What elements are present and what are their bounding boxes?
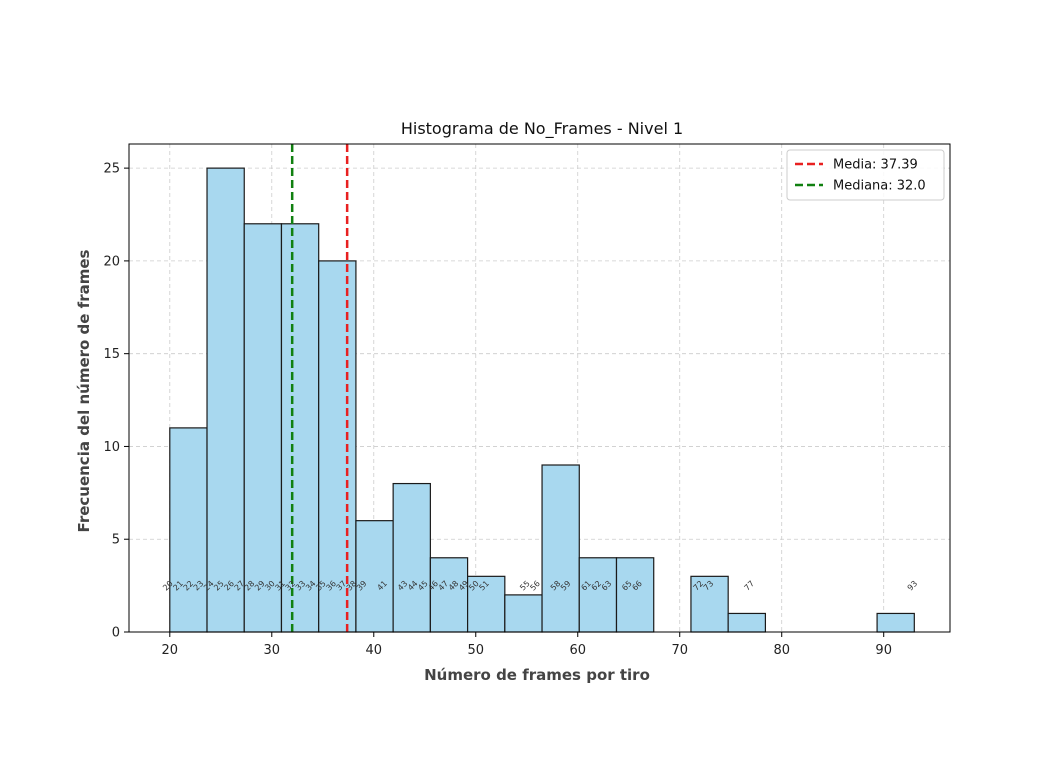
y-tick-label: 0: [112, 626, 120, 641]
legend-entry: Mediana: 32.0: [833, 179, 926, 194]
y-axis-title: Frecuencia del número de frames: [75, 249, 93, 532]
histogram-bar: [615, 557, 655, 633]
bars-layer: [169, 167, 915, 633]
histogram-bar: [578, 557, 618, 633]
x-tick-label: 60: [569, 643, 586, 658]
histogram-bar: [169, 427, 208, 633]
x-tick-label: 90: [875, 643, 892, 658]
histogram-bar: [206, 167, 245, 633]
histogram-bar: [541, 464, 580, 633]
x-tick-label: 70: [671, 643, 688, 658]
chart-title: Histograma de No_Frames - Nivel 1: [401, 119, 683, 139]
y-tick-label: 20: [103, 254, 120, 269]
histogram-bar: [727, 612, 767, 633]
x-tick-label: 30: [264, 643, 281, 658]
x-tick-label: 40: [365, 643, 382, 658]
x-tick-label: 20: [162, 643, 179, 658]
x-axis-ticks: 20 30 40 50 60 70 80 90: [162, 632, 892, 658]
y-tick-label: 15: [103, 347, 120, 362]
histogram-bar: [466, 575, 506, 633]
plot-area-frame: [128, 143, 951, 633]
histogram-bar: [280, 223, 320, 633]
histogram-bar: [876, 612, 915, 633]
value-label: 56: [528, 579, 542, 593]
value-label: 93: [906, 579, 920, 593]
reference-lines: [290, 144, 349, 632]
y-tick-label: 5: [112, 533, 120, 548]
histogram-bar: [392, 482, 431, 633]
y-tick-label: 10: [103, 440, 120, 455]
y-axis-ticks: 0 5 10 15 20 25: [103, 162, 129, 641]
histogram-bar: [355, 520, 394, 633]
histogram-bar: [243, 223, 283, 633]
histogram-bar: [318, 260, 357, 633]
x-tick-label: 50: [467, 643, 484, 658]
value-label: 77: [743, 579, 757, 593]
legend: Media: 37.39 Mediana: 32.0: [786, 149, 945, 201]
legend-entry: Media: 37.39: [833, 158, 918, 173]
x-axis-title: Número de frames por tiro: [424, 666, 650, 684]
legend-box: [786, 149, 945, 201]
histogram-bar: [690, 575, 729, 633]
y-tick-label: 25: [103, 162, 120, 177]
histogram-bar: [429, 557, 469, 633]
histogram-bar: [504, 594, 543, 633]
x-tick-label: 80: [773, 643, 790, 658]
